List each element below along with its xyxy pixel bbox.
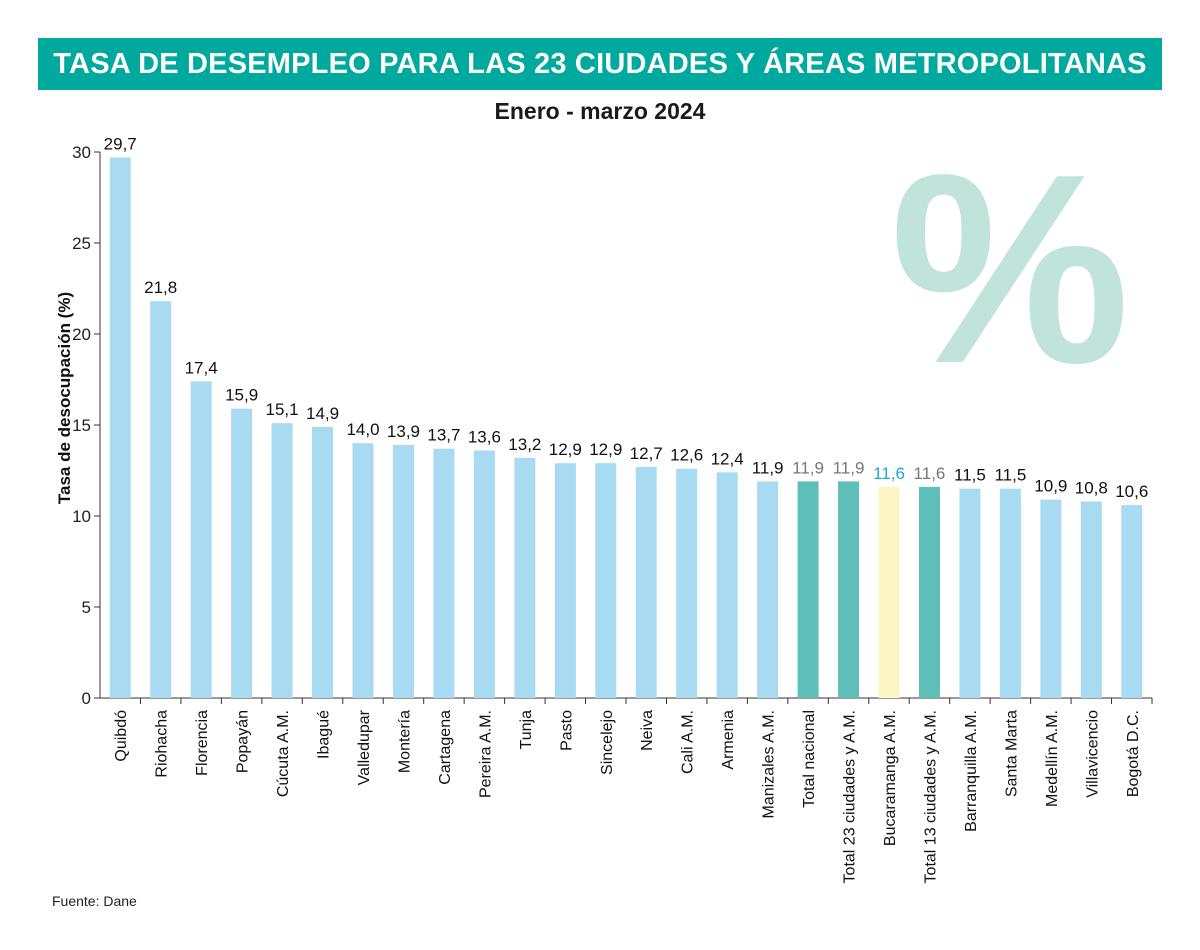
category-label: Pereira A.M.	[477, 710, 494, 798]
bar	[676, 468, 698, 698]
category-label: Santa Marta	[1003, 710, 1020, 797]
bar	[878, 486, 900, 698]
category-label: Tunja	[518, 710, 535, 750]
category-label: Florencia	[194, 710, 211, 776]
bar	[635, 466, 657, 698]
category-label: Montería	[396, 710, 413, 773]
data-label: 14,0	[346, 420, 379, 439]
bar	[1121, 505, 1143, 698]
data-label: 11,9	[752, 458, 784, 477]
data-label: 11,5	[954, 466, 986, 485]
bar	[190, 381, 212, 698]
category-label: Villavicencio	[1084, 710, 1101, 798]
data-label: 11,6	[873, 464, 905, 483]
data-label: 10,6	[1115, 482, 1148, 501]
category-label: Quibdó	[113, 710, 130, 762]
data-label: 12,6	[670, 446, 703, 465]
data-label: 17,4	[185, 358, 218, 377]
category-label: Neiva	[639, 710, 656, 751]
y-tick-label: 10	[72, 507, 91, 526]
category-label: Sincelejo	[599, 710, 616, 775]
data-label: 12,9	[589, 440, 622, 459]
bar	[999, 488, 1021, 698]
data-label: 13,2	[508, 435, 541, 454]
bar	[1080, 501, 1102, 698]
data-label: 13,9	[387, 422, 420, 441]
bar	[797, 481, 819, 698]
bar	[959, 488, 981, 698]
bar	[231, 408, 253, 698]
data-label: 13,6	[468, 427, 501, 446]
data-label: 13,7	[427, 426, 460, 445]
category-label: Total nacional	[801, 710, 818, 808]
bar	[595, 463, 617, 698]
data-label: 14,9	[306, 404, 339, 423]
y-axis-title: Tasa de desocupación (%)	[55, 292, 74, 504]
data-label: 29,7	[104, 134, 137, 153]
data-label: 11,9	[792, 458, 824, 477]
y-tick-label: 30	[72, 143, 91, 162]
category-label: Pasto	[558, 710, 575, 751]
bar	[150, 301, 172, 698]
bar	[392, 445, 414, 698]
data-label: 12,9	[549, 440, 582, 459]
y-tick-label: 15	[72, 416, 91, 435]
data-label: 11,5	[994, 466, 1026, 485]
category-label: Bogotá D.C.	[1125, 710, 1142, 797]
bar	[1040, 499, 1062, 698]
bar	[433, 448, 455, 698]
bar	[312, 426, 334, 698]
category-label: Valledupar	[356, 709, 373, 785]
data-label: 12,7	[630, 444, 663, 463]
bar	[554, 463, 576, 698]
category-label: Popayán	[235, 710, 252, 773]
category-label: Cúcuta A.M.	[275, 710, 292, 797]
data-label: 10,9	[1034, 477, 1067, 496]
percent-decoration-icon: %	[889, 119, 1131, 420]
source-note: Fuente: Dane	[52, 893, 137, 909]
category-label: Cartagena	[437, 710, 454, 785]
category-label: Armenia	[720, 710, 737, 770]
category-label: Total 13 ciudades y A.M.	[922, 710, 939, 883]
category-label: Riohacha	[154, 710, 171, 778]
bar	[918, 486, 940, 698]
data-label: 10,8	[1075, 478, 1108, 497]
chart-subtitle: Enero - marzo 2024	[494, 98, 706, 124]
bar	[352, 443, 374, 698]
title-banner: TASA DE DESEMPLEO PARA LAS 23 CIUDADES Y…	[38, 38, 1162, 90]
data-label: 21,8	[144, 278, 177, 297]
bar	[473, 450, 495, 698]
category-label: Ibagué	[316, 710, 333, 759]
bar	[109, 157, 131, 698]
category-label: Manizales A.M.	[761, 710, 778, 818]
category-label: Medellín A.M.	[1044, 710, 1061, 807]
category-label: Total 23 ciudades y A.M.	[842, 710, 859, 883]
data-label: 11,6	[914, 464, 946, 483]
category-label: Bucaramanga A.M.	[882, 710, 899, 846]
category-label: Barranquilla A.M.	[963, 710, 980, 832]
y-tick-label: 25	[72, 234, 91, 253]
data-label: 11,9	[833, 458, 865, 477]
data-label: 15,9	[225, 386, 258, 405]
bar	[271, 423, 293, 698]
bar	[757, 481, 779, 698]
chart-title: TASA DE DESEMPLEO PARA LAS 23 CIUDADES Y…	[53, 47, 1147, 80]
bar	[838, 481, 860, 698]
y-tick-label: 20	[72, 325, 91, 344]
y-tick-label: 0	[82, 689, 91, 708]
bar	[716, 472, 738, 698]
data-label: 12,4	[711, 449, 744, 468]
category-label: Cali A.M.	[680, 710, 697, 774]
data-label: 15,1	[266, 400, 299, 419]
y-tick-label: 5	[82, 598, 91, 617]
bar	[514, 457, 536, 698]
